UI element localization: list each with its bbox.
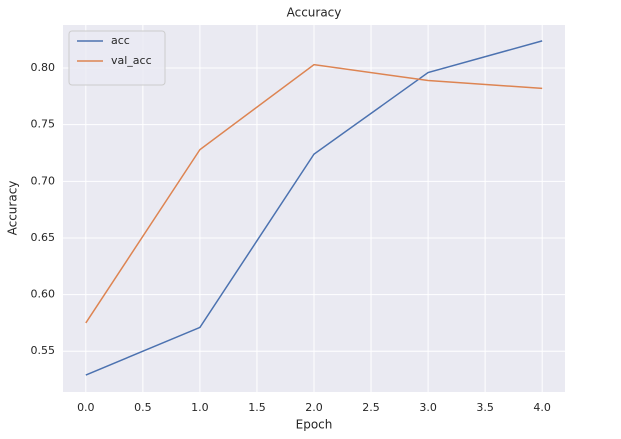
y-tick-label: 0.60	[31, 288, 56, 301]
x-axis-label: Epoch	[296, 418, 333, 432]
x-tick-label: 3.0	[419, 401, 437, 414]
x-tick-label: 0.0	[77, 401, 95, 414]
x-tick-label: 3.5	[476, 401, 494, 414]
x-tick-label: 1.5	[248, 401, 266, 414]
chart-title: Accuracy	[287, 6, 342, 20]
y-tick-label: 0.75	[31, 118, 56, 131]
x-tick-label: 2.5	[362, 401, 380, 414]
legend-label: acc	[111, 34, 130, 47]
y-tick-label: 0.65	[31, 231, 56, 244]
x-tick-label: 1.0	[191, 401, 209, 414]
x-tick-label: 2.0	[305, 401, 323, 414]
y-tick-label: 0.55	[31, 344, 56, 357]
legend-label: val_acc	[111, 54, 152, 67]
x-tick-label: 4.0	[533, 401, 551, 414]
y-tick-label: 0.80	[31, 61, 56, 74]
x-tick-label: 0.5	[134, 401, 152, 414]
y-tick-label: 0.70	[31, 174, 56, 187]
legend-box	[68, 30, 166, 86]
series-line	[85, 40, 543, 376]
series-line	[85, 63, 543, 324]
y-axis-label: Accuracy	[6, 181, 20, 236]
